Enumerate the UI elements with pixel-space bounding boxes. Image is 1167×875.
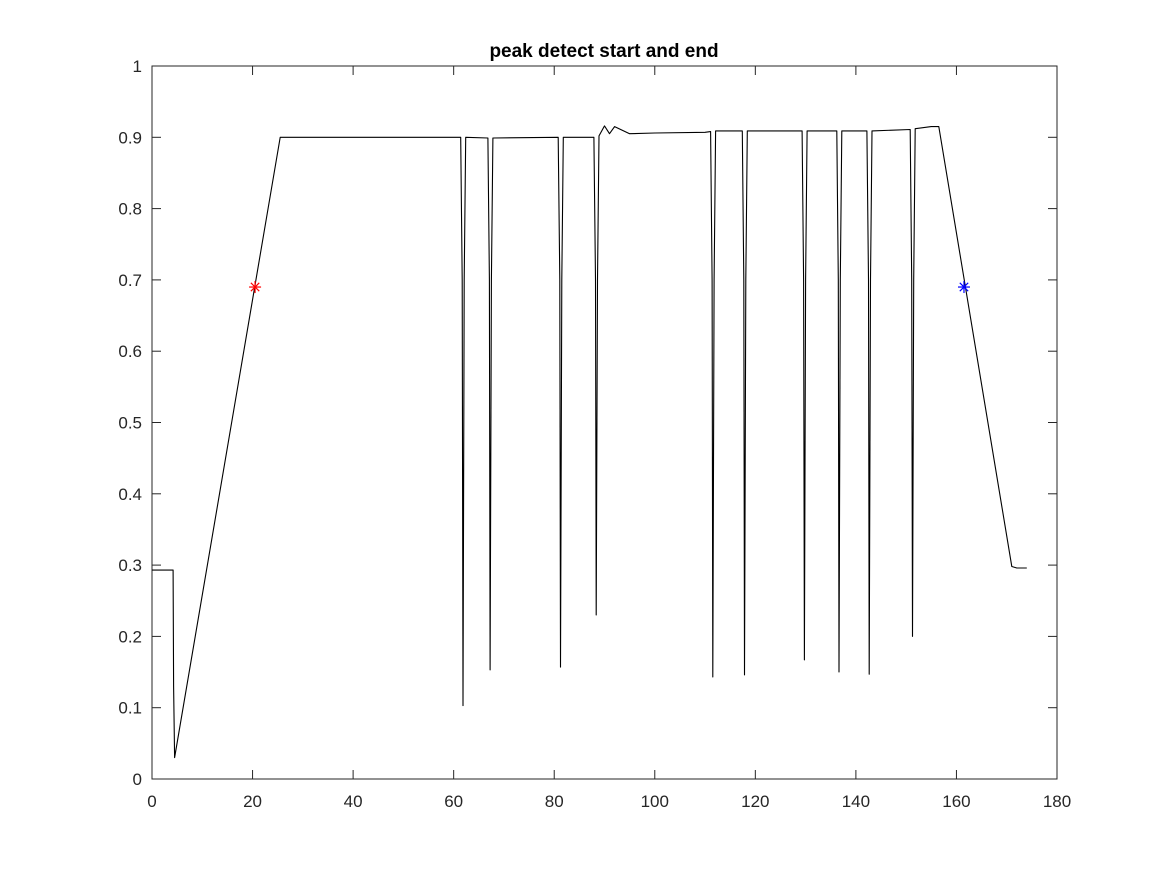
y-tick-label: 0.1	[118, 699, 142, 718]
y-tick-label: 0.2	[118, 627, 142, 646]
x-tick-label: 20	[243, 792, 262, 811]
y-tick-label: 1	[133, 57, 142, 76]
asterisk-stroke	[250, 282, 260, 292]
start-marker	[249, 281, 262, 294]
y-tick-label: 0.8	[118, 200, 142, 219]
plot-area: 0 20 40 60 80 100 120 140 160 180 0 0.1 0.2 0.3 0.4 0.5…	[118, 57, 1071, 811]
x-tick-label: 140	[842, 792, 870, 811]
y-tick-label: 0.7	[118, 271, 142, 290]
x-tick-label: 80	[545, 792, 564, 811]
x-tick-label: 60	[444, 792, 463, 811]
x-tick-label: 40	[344, 792, 363, 811]
y-tick-label: 0.5	[118, 414, 142, 433]
x-tick-label: 100	[641, 792, 669, 811]
x-tick-label: 120	[741, 792, 769, 811]
x-tick-label: 160	[942, 792, 970, 811]
y-tick-label: 0	[133, 770, 142, 789]
x-tick-label: 0	[147, 792, 156, 811]
end-marker	[957, 281, 970, 294]
y-tick-label: 0.6	[118, 342, 142, 361]
x-tick-label: 180	[1043, 792, 1071, 811]
chart-title: peak detect start and end	[489, 41, 718, 62]
series-line-0	[152, 125, 1027, 759]
y-tick-label: 0.3	[118, 556, 142, 575]
asterisk-stroke	[959, 282, 969, 292]
y-tick-label: 0.4	[118, 485, 142, 504]
y-tick-label: 0.9	[118, 128, 142, 147]
